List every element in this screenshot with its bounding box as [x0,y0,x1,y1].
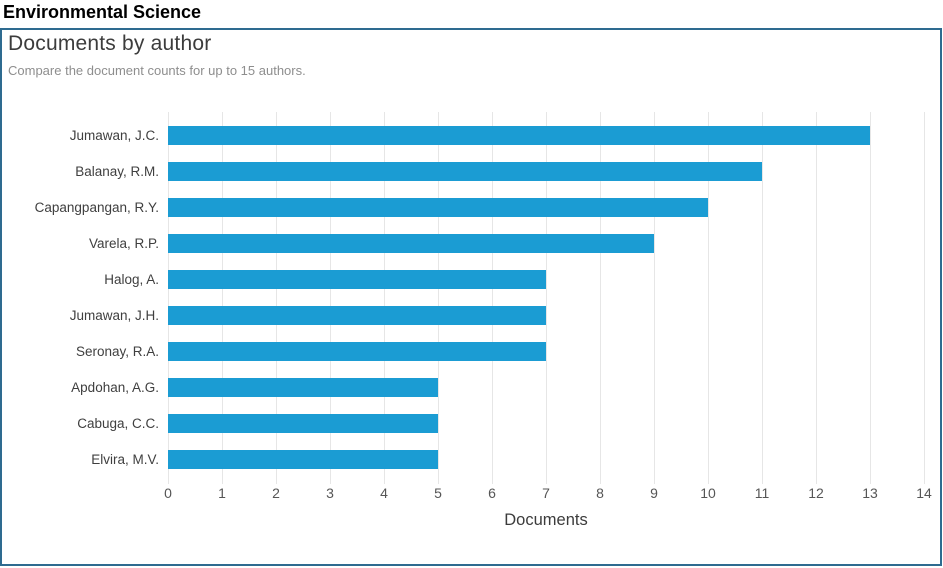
x-tick-label: 1 [218,485,226,501]
bar[interactable] [168,449,438,469]
bar-track [168,449,924,469]
bar[interactable] [168,125,870,145]
chart-panel: Documents by author Compare the document… [0,28,942,566]
x-tick-label: 3 [326,485,334,501]
y-axis-label: Halog, A. [104,271,159,287]
bar[interactable] [168,161,762,181]
bar-track [168,269,924,289]
chart-row: Seronay, R.A. [8,333,940,369]
bar[interactable] [168,269,546,289]
chart-row: Capangpangan, R.Y. [8,189,940,225]
x-tick-label: 7 [542,485,550,501]
plot-area: Jumawan, J.C. Balanay, R.M. Capangpangan, … [8,112,940,484]
y-axis-label: Seronay, R.A. [75,343,159,359]
bar-track [168,233,924,253]
chart-subtitle: Compare the document counts for up to 15… [8,63,306,78]
bar-track [168,377,924,397]
chart-row: Elvira, M.V. [8,441,940,477]
bar[interactable] [168,233,654,253]
x-tick-label: 4 [380,485,388,501]
bar[interactable] [168,197,708,217]
bar[interactable] [168,413,438,433]
x-tick-label: 2 [272,485,280,501]
chart-title: Documents by author [8,32,212,55]
chart-row: Cabuga, C.C. [8,405,940,441]
x-tick-label: 0 [164,485,172,501]
chart-row: Apdohan, A.G. [8,369,940,405]
x-tick-label: 9 [650,485,658,501]
y-axis-label: Apdohan, A.G. [71,379,159,395]
y-axis-label: Elvira, M.V. [91,451,159,467]
bar-track [168,197,924,217]
chart-row: Balanay, R.M. [8,153,940,189]
y-axis-label: Jumawan, J.H. [69,307,159,323]
bar-track [168,305,924,325]
x-tick-label: 10 [700,485,716,501]
x-tick-label: 8 [596,485,604,501]
bar[interactable] [168,305,546,325]
bar[interactable] [168,377,438,397]
chart-rows: Jumawan, J.C. Balanay, R.M. Capangpangan, … [8,112,940,477]
x-tick-label: 5 [434,485,442,501]
section-header: Environmental Science [3,2,202,22]
bar[interactable] [168,341,546,361]
y-axis-label: Cabuga, C.C. [77,415,159,431]
chart-row: Jumawan, J.C. [8,117,940,153]
y-axis-label: Capangpangan, R.Y. [34,199,159,215]
bar-track [168,341,924,361]
bar-track [168,125,924,145]
x-tick-label: 14 [916,485,932,501]
y-axis-label: Balanay, R.M. [75,163,159,179]
x-tick-label: 11 [754,485,770,501]
y-axis-label: Jumawan, J.C. [69,127,159,143]
chart-row: Halog, A. [8,261,940,297]
chart-row: Jumawan, J.H. [8,297,940,333]
x-axis: 0 1 2 3 4 5 6 7 8 9 10 11 12 13 14 [164,485,932,503]
bar-track [168,413,924,433]
x-tick-label: 12 [808,485,824,501]
chart-row: Varela, R.P. [8,225,940,261]
bar-chart: Jumawan, J.C. Balanay, R.M. Capangpangan, … [8,112,940,530]
x-tick-label: 13 [862,485,878,501]
x-axis-title: Documents [504,511,588,529]
x-tick-label: 6 [488,485,496,501]
bar-track [168,161,924,181]
y-axis-label: Varela, R.P. [88,235,159,251]
